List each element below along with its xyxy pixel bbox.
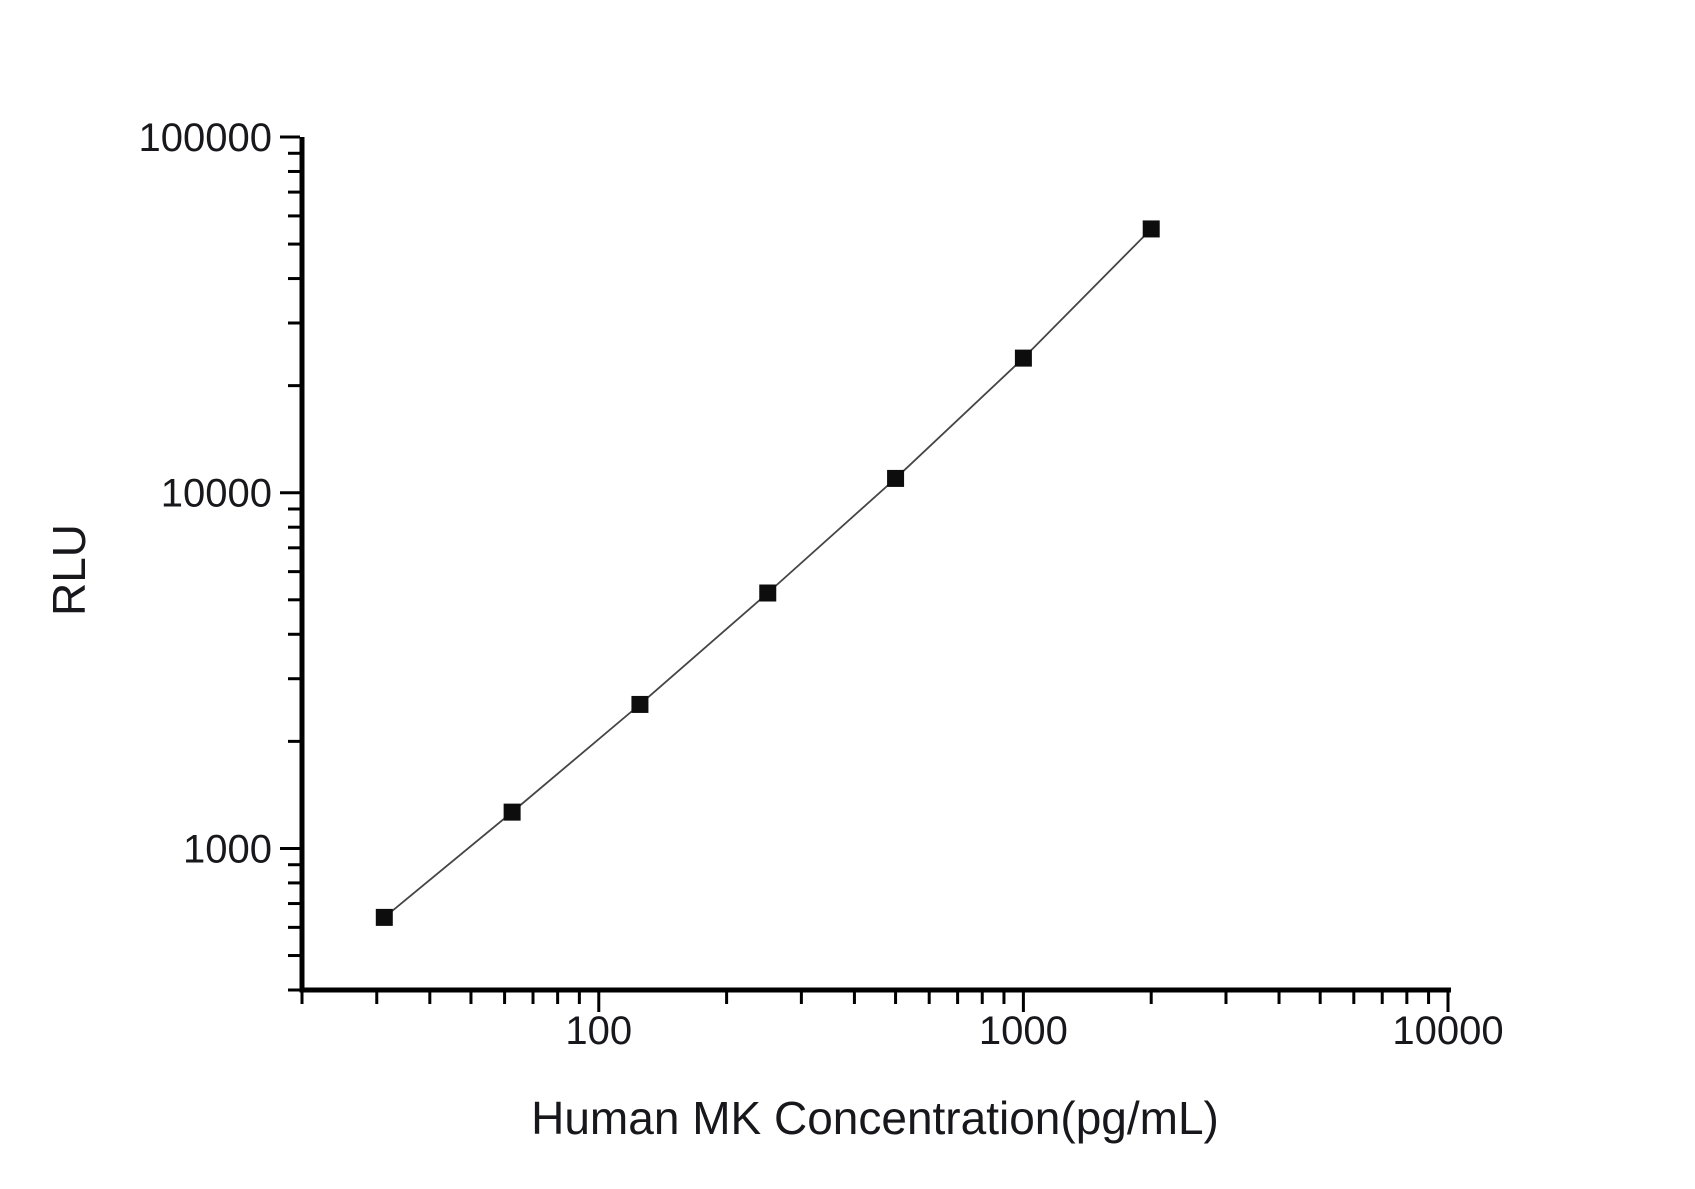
- y-tick-label: 1000: [183, 827, 272, 871]
- data-point-marker: [887, 469, 905, 487]
- data-point-marker: [503, 803, 521, 821]
- chart-generated-content: 100 1000 10000 1000 10000 100000: [139, 116, 1504, 1053]
- y-tick-label: 100000: [139, 116, 272, 160]
- data-point-marker: [1014, 349, 1032, 367]
- data-point-marker: [759, 584, 777, 602]
- x-tick-label: 10000: [1392, 1009, 1503, 1053]
- x-tick-label: 100: [565, 1009, 632, 1053]
- data-point-marker: [375, 908, 393, 926]
- series-line: [383, 228, 1152, 919]
- x-axis-title: Human MK Concentration(pg/mL): [531, 1092, 1219, 1144]
- y-axis-title: RLU: [43, 524, 95, 616]
- data-point-marker: [1142, 220, 1160, 238]
- x-tick-label: 1000: [979, 1009, 1068, 1053]
- y-tick-label: 10000: [161, 472, 272, 516]
- data-point-marker: [631, 695, 649, 713]
